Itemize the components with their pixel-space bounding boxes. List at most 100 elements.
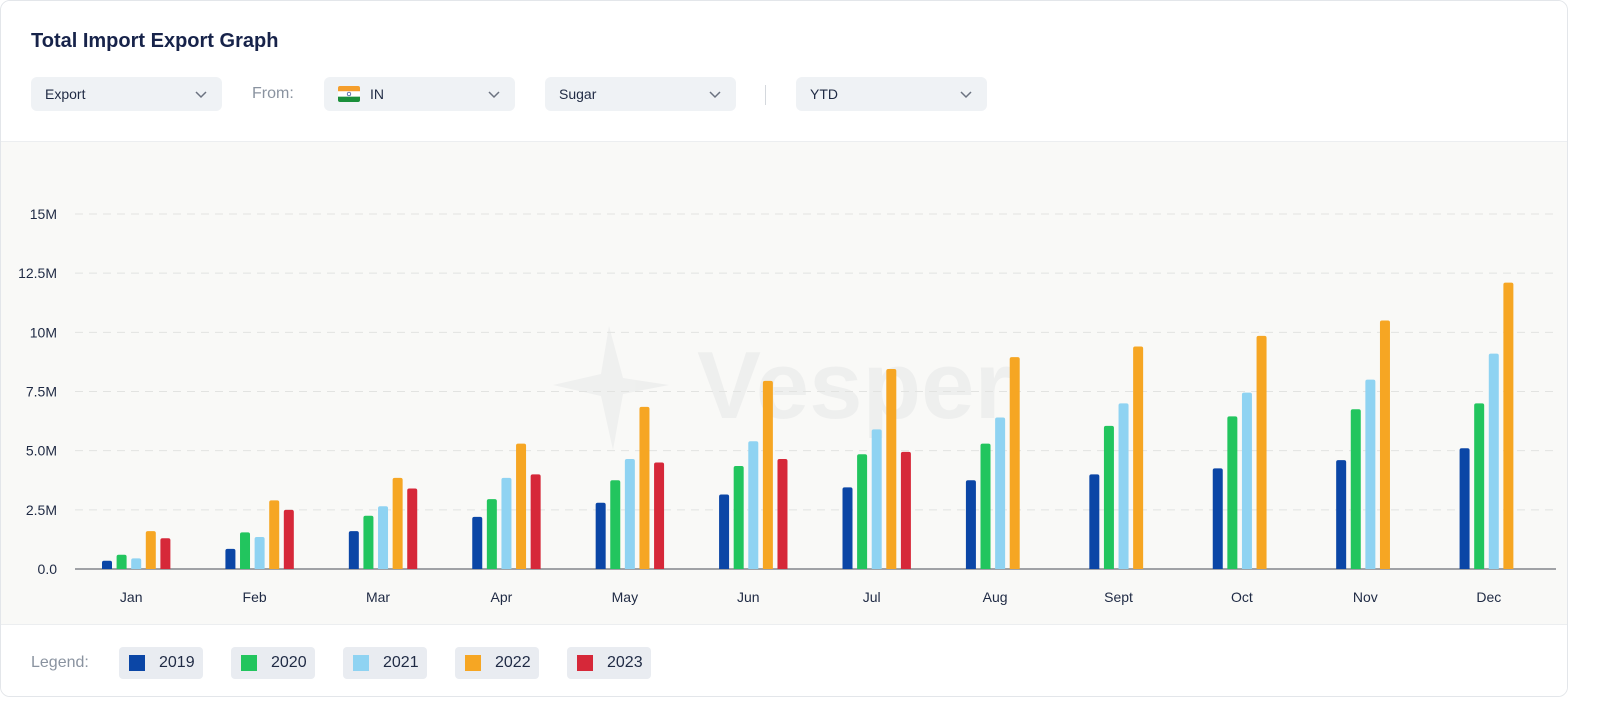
bar-2019-apr[interactable]: [472, 516, 483, 569]
x-tick-label: Jan: [120, 589, 143, 605]
bar-2021-sept[interactable]: [1118, 403, 1129, 569]
bar-2020-jul[interactable]: [857, 454, 868, 569]
bar-2019-jun[interactable]: [719, 494, 730, 569]
y-tick-label: 5.0M: [26, 443, 57, 459]
x-tick-label: Feb: [243, 589, 267, 605]
bar-2023-apr[interactable]: [530, 474, 541, 569]
bar-2021-may[interactable]: [624, 458, 635, 569]
bar-2020-nov[interactable]: [1350, 409, 1361, 569]
star-logo-icon: [553, 326, 669, 450]
bar-2020-dec[interactable]: [1474, 403, 1485, 569]
legend-swatch: [241, 655, 257, 671]
bar-2020-mar[interactable]: [363, 515, 374, 569]
legend-swatch: [353, 655, 369, 671]
bar-2019-feb[interactable]: [225, 548, 236, 569]
bar-2021-nov[interactable]: [1365, 379, 1376, 569]
flow-dropdown-value: Export: [45, 86, 86, 102]
bar-2023-feb[interactable]: [283, 509, 294, 569]
bar-2021-jul[interactable]: [871, 429, 882, 569]
bar-2019-dec[interactable]: [1459, 448, 1470, 569]
bar-2020-sept[interactable]: [1103, 425, 1114, 569]
filter-bar: Export From: IN Sugar: [31, 77, 1031, 111]
bar-2023-mar[interactable]: [407, 488, 418, 569]
chevron-down-icon: [488, 91, 500, 99]
legend-item-2019[interactable]: 2019: [119, 647, 203, 679]
bar-2023-jun[interactable]: [777, 458, 788, 569]
y-tick-label: 15M: [30, 206, 57, 222]
legend-item-2023[interactable]: 2023: [567, 647, 651, 679]
legend-item-label: 2021: [383, 654, 419, 671]
legend-item-2021[interactable]: 2021: [343, 647, 427, 679]
bar-2020-oct[interactable]: [1227, 416, 1238, 569]
bar-2020-apr[interactable]: [486, 499, 497, 569]
x-tick-label: Jun: [737, 589, 760, 605]
x-tick-label: Sept: [1104, 589, 1133, 605]
bar-2021-oct[interactable]: [1241, 392, 1252, 569]
legend-swatch: [465, 655, 481, 671]
country-dropdown[interactable]: IN: [324, 77, 515, 111]
page-title: Total Import Export Graph: [31, 30, 279, 52]
bar-2019-oct[interactable]: [1212, 468, 1223, 569]
bar-2023-jul[interactable]: [900, 451, 911, 569]
bar-2019-nov[interactable]: [1336, 460, 1347, 569]
bar-2021-aug[interactable]: [995, 417, 1006, 569]
bar-2022-jan[interactable]: [145, 531, 156, 569]
bar-2022-sept[interactable]: [1133, 346, 1144, 569]
bar-2019-aug[interactable]: [965, 480, 976, 569]
legend-item-label: 2022: [495, 654, 531, 671]
bar-2023-jan[interactable]: [160, 538, 171, 569]
bar-2021-dec[interactable]: [1488, 353, 1499, 569]
x-tick-label: Jul: [863, 589, 881, 605]
y-tick-label: 0.0: [38, 561, 58, 577]
x-tick-label: Aug: [983, 589, 1008, 605]
period-dropdown[interactable]: YTD: [796, 77, 987, 111]
legend-label: Legend:: [31, 654, 89, 671]
commodity-dropdown-value: Sugar: [559, 86, 597, 102]
x-tick-label: Oct: [1231, 589, 1253, 605]
bar-2020-jun[interactable]: [733, 466, 744, 569]
divider: [765, 85, 766, 105]
bar-2019-jul[interactable]: [842, 487, 853, 569]
bar-2021-jan[interactable]: [131, 558, 142, 569]
chart-card: Total Import Export Graph Export From: I…: [0, 0, 1568, 697]
legend-swatch: [577, 655, 593, 671]
bar-2023-may[interactable]: [654, 462, 665, 570]
bar-2019-sept[interactable]: [1089, 474, 1100, 569]
bar-2022-aug[interactable]: [1009, 357, 1020, 569]
bar-2021-feb[interactable]: [254, 537, 265, 569]
chevron-down-icon: [960, 91, 972, 99]
bar-2020-jan[interactable]: [116, 554, 127, 569]
bar-2021-mar[interactable]: [378, 506, 389, 569]
x-tick-label: May: [612, 589, 638, 605]
legend-item-2020[interactable]: 2020: [231, 647, 315, 679]
flow-dropdown[interactable]: Export: [31, 77, 222, 111]
bar-2022-may[interactable]: [639, 406, 650, 569]
bar-2022-jun[interactable]: [762, 380, 773, 569]
watermark: Vesper: [553, 326, 1012, 450]
bar-2020-feb[interactable]: [240, 532, 251, 569]
bar-2022-nov[interactable]: [1379, 320, 1390, 570]
bar-2020-aug[interactable]: [980, 443, 991, 569]
x-tick-label: Mar: [366, 589, 390, 605]
y-tick-label: 10M: [30, 324, 57, 340]
bar-2022-jul[interactable]: [886, 369, 897, 569]
x-tick-label: Apr: [491, 589, 513, 605]
legend-item-2022[interactable]: 2022: [455, 647, 539, 679]
bar-2019-jan[interactable]: [102, 560, 112, 569]
bar-2019-mar[interactable]: [348, 531, 359, 569]
india-flag-icon: [338, 86, 360, 102]
commodity-dropdown[interactable]: Sugar: [545, 77, 736, 111]
legend-item-label: 2019: [159, 654, 195, 671]
bar-2022-feb[interactable]: [269, 500, 280, 569]
y-tick-label: 12.5M: [18, 265, 57, 281]
bar-2021-jun[interactable]: [748, 441, 759, 569]
bar-2022-mar[interactable]: [392, 477, 403, 569]
period-dropdown-value: YTD: [810, 86, 838, 102]
bar-2021-apr[interactable]: [501, 477, 512, 569]
bar-2022-oct[interactable]: [1256, 335, 1267, 569]
bar-2022-apr[interactable]: [516, 443, 527, 569]
x-tick-label: Dec: [1476, 589, 1501, 605]
bar-2020-may[interactable]: [610, 480, 621, 569]
bar-2022-dec[interactable]: [1503, 282, 1514, 569]
bar-2019-may[interactable]: [595, 502, 606, 569]
